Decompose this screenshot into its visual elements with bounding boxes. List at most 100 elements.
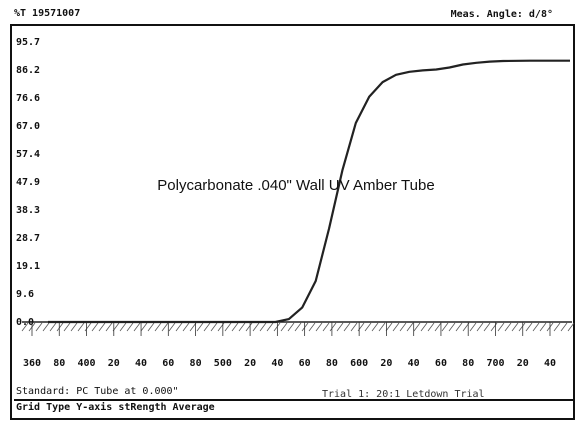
- hatch-stroke: [147, 322, 155, 332]
- x-tick-label: 60: [299, 358, 311, 369]
- standard-label: Standard: PC Tube at 0.000": [16, 386, 179, 397]
- hatch-stroke: [98, 322, 106, 332]
- hatch-stroke: [91, 322, 99, 332]
- x-tick-label: 60: [435, 358, 447, 369]
- hatch-stroke: [238, 322, 246, 332]
- hatch-stroke: [539, 322, 547, 332]
- hatch-stroke: [364, 322, 372, 332]
- y-tick-label: 57.4: [16, 149, 40, 160]
- hatch-stroke: [287, 322, 295, 332]
- hatch-stroke: [70, 322, 78, 332]
- hatch-stroke: [434, 322, 442, 332]
- x-tick-label: 20: [244, 358, 256, 369]
- x-tick-label: 80: [462, 358, 474, 369]
- hatch-stroke: [35, 322, 43, 332]
- hatch-stroke: [476, 322, 484, 332]
- x-tick-label: 600: [350, 358, 368, 369]
- hatch-stroke: [133, 322, 141, 332]
- hatch-stroke: [175, 322, 183, 332]
- x-tick-label: 20: [108, 358, 120, 369]
- x-tick-label: 20: [380, 358, 392, 369]
- grid-type-label: Grid Type Y-axis stRength Average: [16, 402, 215, 413]
- y-tick-label: 95.7: [16, 37, 40, 48]
- instrument-id-label: %T 19571007: [14, 8, 81, 19]
- y-tick-label: 0.0: [16, 317, 34, 328]
- hatch-stroke: [21, 322, 29, 332]
- hatch-stroke: [189, 322, 197, 332]
- hatch-stroke: [497, 322, 505, 332]
- hatch-stroke: [161, 322, 169, 332]
- x-tick-label: 40: [271, 358, 283, 369]
- hatch-stroke: [308, 322, 316, 332]
- x-tick-label: 40: [135, 358, 147, 369]
- hatch-stroke: [322, 322, 330, 332]
- hatch-stroke: [518, 322, 526, 332]
- hatch-stroke: [196, 322, 204, 332]
- hatch-stroke: [525, 322, 533, 332]
- hatch-stroke: [371, 322, 379, 332]
- y-tick-label: 19.1: [16, 261, 40, 272]
- hatch-stroke: [406, 322, 414, 332]
- hatch-stroke: [84, 322, 92, 332]
- hatch-stroke: [49, 322, 57, 332]
- hatch-stroke: [266, 322, 274, 332]
- hatch-stroke: [441, 322, 449, 332]
- hatch-stroke: [210, 322, 218, 332]
- hatch-stroke: [350, 322, 358, 332]
- hatch-stroke: [105, 322, 113, 332]
- hatch-stroke: [140, 322, 148, 332]
- measurement-angle-label: Meas. Angle: d/8°: [450, 9, 553, 20]
- hatch-stroke: [63, 322, 71, 332]
- hatch-stroke: [245, 322, 253, 332]
- hatch-stroke: [336, 322, 344, 332]
- y-tick-label: 47.9: [16, 177, 40, 188]
- y-axis-ticks: 95.7 86.2 76.6 67.0 57.4 47.9 38.3 28.7 19.1 9.6 0…: [16, 37, 40, 328]
- hatch-stroke: [119, 322, 127, 332]
- hatch-stroke: [413, 322, 421, 332]
- x-tick-label: 40: [544, 358, 556, 369]
- hatch-stroke: [182, 322, 190, 332]
- x-tick-label: 40: [408, 358, 420, 369]
- hatch-stroke: [420, 322, 428, 332]
- x-tick-label: 700: [486, 358, 504, 369]
- hatch-stroke: [385, 322, 393, 332]
- hatch-stroke: [392, 322, 400, 332]
- hatch-stroke: [567, 322, 575, 332]
- hatch-stroke: [224, 322, 232, 332]
- hatch-stroke: [126, 322, 134, 332]
- hatch-stroke: [490, 322, 498, 332]
- x-tick-label: 80: [190, 358, 202, 369]
- hatch-stroke: [560, 322, 568, 332]
- hatch-stroke: [399, 322, 407, 332]
- hatch-stroke: [329, 322, 337, 332]
- y-tick-label: 38.3: [16, 205, 40, 216]
- hatch-stroke: [77, 322, 85, 332]
- x-tick-label: 20: [517, 358, 529, 369]
- trial-label: Trial 1: 20:1 Letdown Trial: [322, 389, 485, 400]
- hatch-stroke: [42, 322, 50, 332]
- x-tick-label: 60: [162, 358, 174, 369]
- hatch-stroke: [154, 322, 162, 332]
- chart-frame: [10, 24, 575, 420]
- hatch-stroke: [203, 322, 211, 332]
- footer-divider: [14, 399, 574, 401]
- hatch-stroke: [315, 322, 323, 332]
- hatch-stroke: [343, 322, 351, 332]
- hatch-stroke: [532, 322, 540, 332]
- hatch-stroke: [252, 322, 260, 332]
- chart-title: Polycarbonate .040" Wall UV Amber Tube: [157, 177, 434, 194]
- hatch-stroke: [504, 322, 512, 332]
- series-line: [48, 59, 570, 324]
- x-axis-ticks: 360 80 400 20 40 60 80 500 20 40 60 80 600 20 40 60 80 70…: [23, 322, 556, 369]
- baseline-hatching: [21, 322, 575, 332]
- y-tick-label: 86.2: [16, 65, 40, 76]
- hatch-stroke: [511, 322, 519, 332]
- x-tick-label: 500: [214, 358, 232, 369]
- hatch-stroke: [168, 322, 176, 332]
- hatch-stroke: [259, 322, 267, 332]
- y-tick-label: 67.0: [16, 121, 40, 132]
- hatch-stroke: [448, 322, 456, 332]
- hatch-stroke: [455, 322, 463, 332]
- x-tick-label: 400: [77, 358, 95, 369]
- hatch-stroke: [378, 322, 386, 332]
